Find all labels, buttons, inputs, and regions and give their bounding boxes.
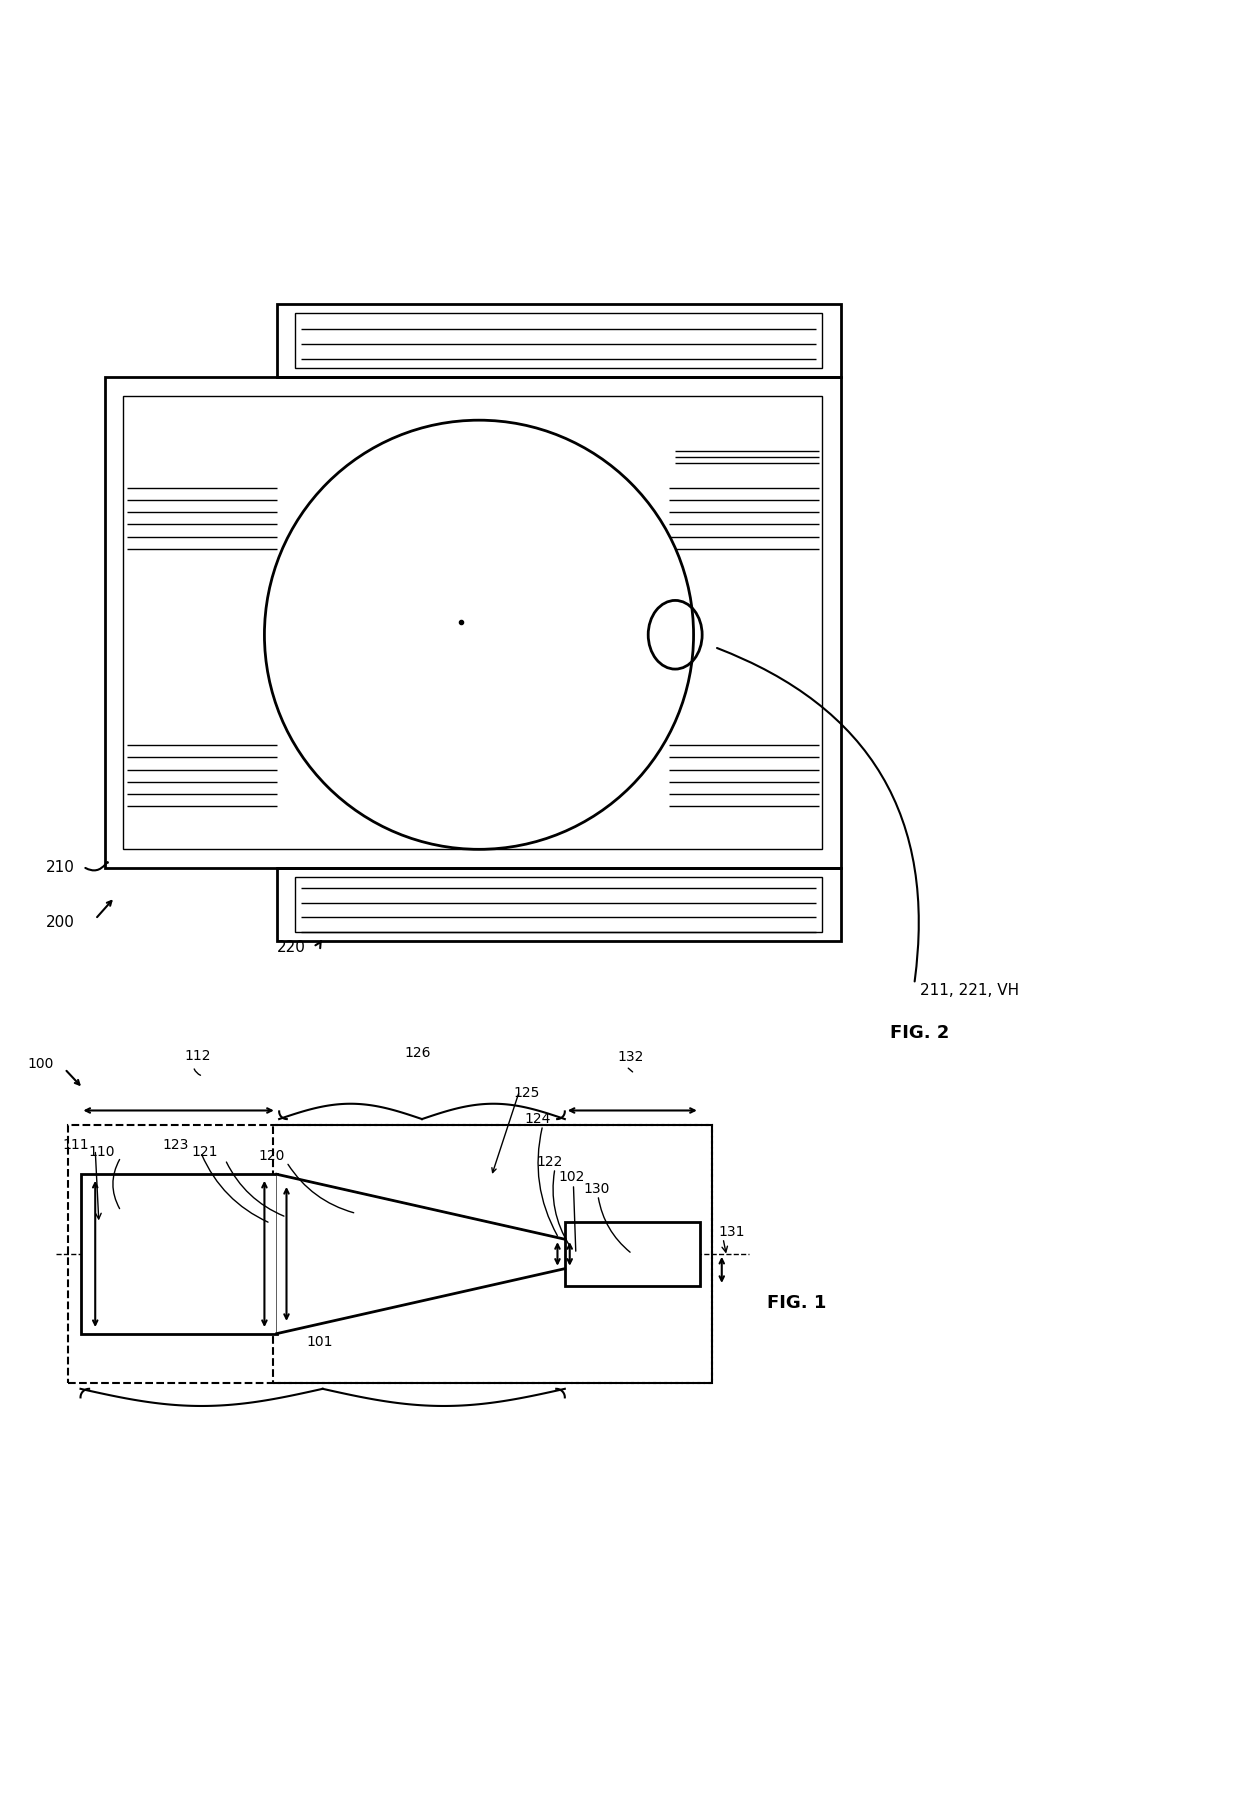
Text: 220: 220 bbox=[277, 941, 305, 955]
Circle shape bbox=[264, 420, 693, 848]
Text: 110: 110 bbox=[88, 1145, 115, 1160]
Text: 200: 200 bbox=[46, 915, 74, 930]
Text: FIG. 2: FIG. 2 bbox=[890, 1024, 949, 1042]
Bar bbox=[81, 1174, 277, 1333]
Text: 132: 132 bbox=[618, 1049, 644, 1064]
Text: 126: 126 bbox=[404, 1046, 432, 1060]
Text: 240: 240 bbox=[510, 537, 542, 561]
Bar bbox=[277, 868, 841, 941]
Text: 124: 124 bbox=[525, 1113, 551, 1125]
Text: 125: 125 bbox=[513, 1085, 539, 1100]
Text: 100: 100 bbox=[27, 1056, 53, 1071]
Bar bbox=[105, 378, 841, 868]
Text: 101: 101 bbox=[306, 1335, 332, 1350]
Bar bbox=[273, 1125, 712, 1382]
Text: 205: 205 bbox=[455, 610, 487, 637]
Text: 111: 111 bbox=[62, 1138, 89, 1152]
Bar bbox=[277, 304, 841, 378]
Text: 120: 120 bbox=[258, 1149, 285, 1163]
Text: 210: 210 bbox=[46, 861, 74, 876]
Bar bbox=[68, 1125, 712, 1382]
Text: FIG. 1: FIG. 1 bbox=[768, 1293, 827, 1312]
Ellipse shape bbox=[649, 601, 702, 669]
Bar bbox=[295, 877, 822, 932]
Bar bbox=[124, 396, 822, 848]
Text: 121: 121 bbox=[191, 1145, 218, 1160]
Text: 122: 122 bbox=[537, 1154, 563, 1169]
Bar bbox=[565, 1223, 699, 1286]
Text: 131: 131 bbox=[718, 1225, 744, 1239]
Polygon shape bbox=[277, 1174, 565, 1333]
Text: 123: 123 bbox=[162, 1138, 188, 1152]
Text: 130: 130 bbox=[583, 1181, 610, 1196]
Text: 211, 221, VH: 211, 221, VH bbox=[920, 982, 1019, 999]
Text: 102: 102 bbox=[559, 1170, 585, 1183]
Text: 112: 112 bbox=[185, 1049, 211, 1062]
Bar bbox=[295, 313, 822, 367]
